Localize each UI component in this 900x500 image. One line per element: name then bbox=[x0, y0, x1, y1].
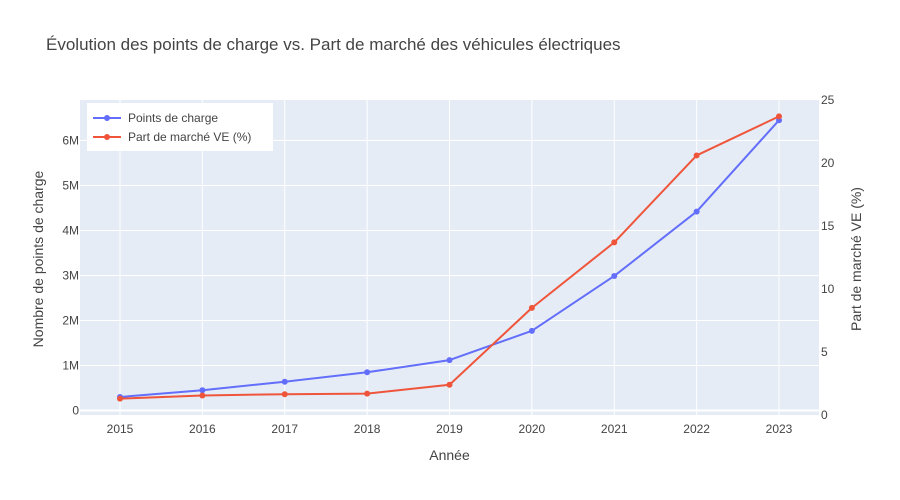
y-right-tick-label: 10 bbox=[821, 282, 835, 296]
x-tick-label: 2018 bbox=[354, 422, 381, 436]
y-left-tick-label: 5M bbox=[62, 179, 79, 193]
data-point-part-de-marche[interactable] bbox=[528, 304, 535, 311]
y-right-tick-label: 25 bbox=[821, 93, 835, 107]
x-axis-title: Année bbox=[429, 447, 470, 463]
y-right-tick-label: 5 bbox=[821, 345, 828, 359]
y-left-tick-label: 3M bbox=[62, 269, 79, 283]
x-tick-label: 2020 bbox=[519, 422, 546, 436]
data-point-part-de-marche[interactable] bbox=[117, 395, 123, 402]
data-point-part-de-marche[interactable] bbox=[693, 152, 700, 159]
data-point-points-de-charge[interactable] bbox=[199, 387, 206, 394]
legend-marker-points-de-charge bbox=[104, 115, 110, 121]
legend-box bbox=[87, 103, 273, 151]
y-left-tick-label: 4M bbox=[62, 224, 79, 238]
x-tick-label: 2017 bbox=[271, 422, 298, 436]
y-right-tick-label: 0 bbox=[821, 408, 828, 422]
data-point-part-de-marche[interactable] bbox=[364, 390, 371, 397]
y-left-tick-label: 2M bbox=[62, 314, 79, 328]
legend-label-part-de-marche: Part de marché VE (%) bbox=[128, 130, 251, 144]
y-right-tick-label: 15 bbox=[821, 219, 835, 233]
data-point-points-de-charge[interactable] bbox=[693, 208, 700, 215]
y-left-tick-label: 1M bbox=[62, 359, 79, 373]
legend-item-part-de-marche[interactable]: Part de marché VE (%) bbox=[93, 130, 251, 144]
chart-title: Évolution des points de charge vs. Part … bbox=[46, 35, 621, 54]
legend-item-points-de-charge[interactable]: Points de charge bbox=[93, 111, 218, 125]
y-left-tick-label: 0 bbox=[72, 404, 79, 418]
data-point-points-de-charge[interactable] bbox=[528, 327, 535, 334]
x-tick-label: 2022 bbox=[683, 422, 710, 436]
data-point-part-de-marche[interactable] bbox=[776, 113, 782, 120]
y-right-tick-label: 20 bbox=[821, 156, 835, 170]
data-point-points-de-charge[interactable] bbox=[446, 357, 453, 364]
x-tick-label: 2021 bbox=[601, 422, 628, 436]
legend-label-points-de-charge: Points de charge bbox=[128, 111, 218, 125]
y-left-tick-label: 6M bbox=[62, 134, 79, 148]
data-point-part-de-marche[interactable] bbox=[199, 392, 206, 399]
x-tick-label: 2015 bbox=[107, 422, 134, 436]
data-point-part-de-marche[interactable] bbox=[446, 381, 453, 388]
legend[interactable]: Points de charge Part de marché VE (%) bbox=[87, 103, 273, 151]
x-tick-label: 2023 bbox=[766, 422, 793, 436]
data-point-points-de-charge[interactable] bbox=[611, 272, 618, 279]
series-layer bbox=[117, 113, 782, 402]
y-axis-right-title: Part de marché VE (%) bbox=[848, 187, 864, 331]
legend-marker-part-de-marche bbox=[104, 134, 110, 140]
data-point-points-de-charge[interactable] bbox=[281, 378, 288, 385]
data-point-points-de-charge[interactable] bbox=[364, 369, 371, 376]
data-point-part-de-marche[interactable] bbox=[611, 239, 618, 246]
tick-labels: 2015 2016 2017 2018 2019 2020 2021 2022 202301M2… bbox=[62, 93, 834, 436]
data-point-part-de-marche[interactable] bbox=[281, 391, 288, 398]
x-tick-label: 2019 bbox=[436, 422, 463, 436]
y-axis-left-title: Nombre de points de charge bbox=[30, 170, 46, 347]
x-tick-label: 2016 bbox=[189, 422, 216, 436]
